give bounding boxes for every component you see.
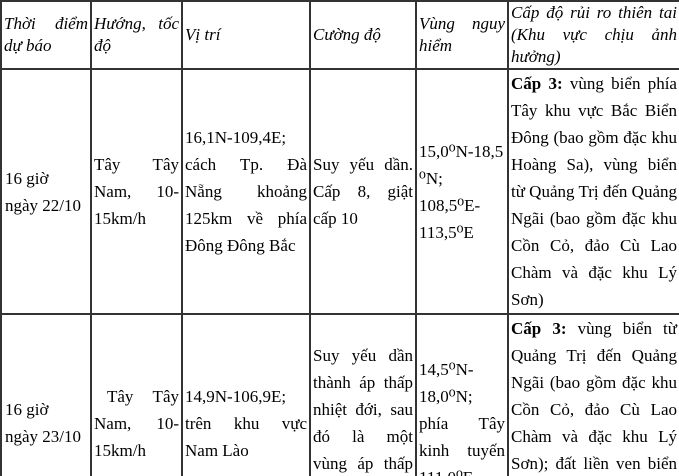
risk-level-prefix: Cấp 3: (511, 319, 567, 338)
cell-danger-zone: 14,5⁰N-18,0⁰N; phía Tây kinh tuyến 111,0… (415, 313, 509, 476)
header-position: Vị trí (181, 0, 311, 70)
cell-forecast-time: 16 giờ ngày 23/10 (0, 313, 92, 476)
risk-level-text: vùng biển từ Quảng Trị đến Quảng Ngãi (b… (511, 319, 677, 473)
cell-risk-level: Cấp 3: vùng biển phía Tây khu vực Bắc Bi… (507, 68, 679, 315)
risk-level-text: vùng biển phía Tây khu vực Bắc Biển Đông… (511, 74, 677, 309)
cell-intensity: Suy yếu dần thành áp thấp nhiệt đới, sau… (309, 313, 417, 476)
cell-position: 16,1N-109,4E; cách Tp. Đà Nẵng khoảng 12… (181, 68, 311, 315)
header-forecast-time: Thời điểm dự báo (0, 0, 92, 70)
header-row: Thời điểm dự báo Hướng, tốc độ Vị trí Cư… (0, 0, 679, 70)
cell-forecast-time: 16 giờ ngày 22/10 (0, 68, 92, 315)
cell-risk-level: Cấp 3: vùng biển từ Quảng Trị đến Quảng … (507, 313, 679, 476)
cell-position: 14,9N-106,9E; trên khu vực Nam Lào (181, 313, 311, 476)
table-row: 16 giờ ngày 22/10 Tây Tây Nam, 10-15km/h… (0, 68, 679, 315)
header-danger-zone: Vùng nguy hiểm (415, 0, 509, 70)
header-risk-level: Cấp độ rủi ro thiên tai (Khu vực chịu ản… (507, 0, 679, 70)
cell-direction-speed: Tây Tây Nam, 10-15km/h (90, 313, 183, 476)
cell-intensity: Suy yếu dần. Cấp 8, giật cấp 10 (309, 68, 417, 315)
table-row: 16 giờ ngày 23/10 Tây Tây Nam, 10-15km/h… (0, 313, 679, 476)
cell-danger-zone: 15,0⁰N-18,5 ⁰N; 108,5⁰E-113,5⁰E (415, 68, 509, 315)
risk-level-prefix: Cấp 3: (511, 74, 563, 93)
cell-direction-speed: Tây Tây Nam, 10-15km/h (90, 68, 183, 315)
header-direction-speed: Hướng, tốc độ (90, 0, 183, 70)
header-intensity: Cường độ (309, 0, 417, 70)
